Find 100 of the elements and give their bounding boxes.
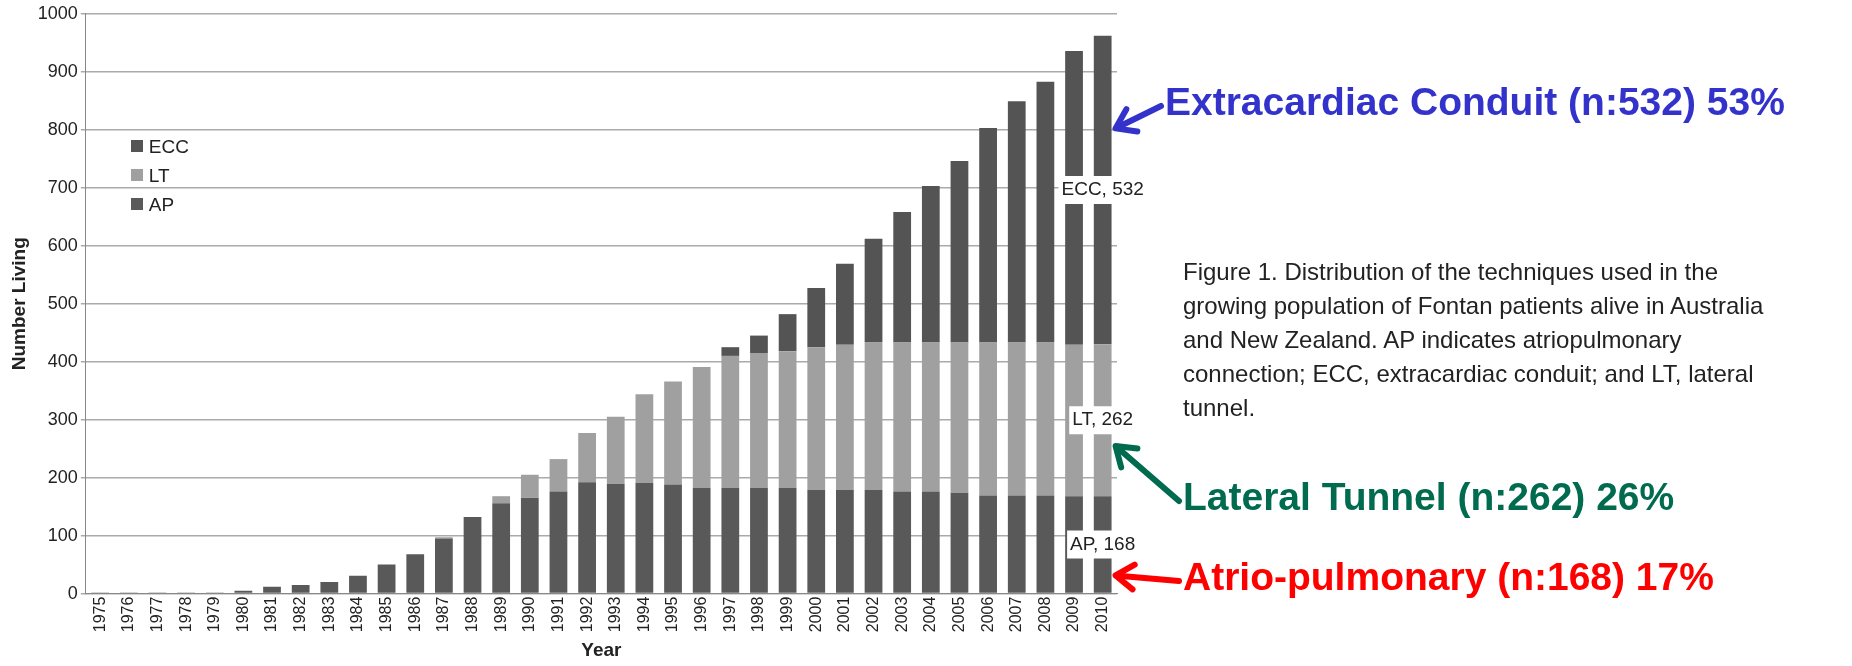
bar (1036, 495, 1055, 593)
bar (950, 161, 969, 343)
bar (1007, 101, 1026, 343)
x-tick-label: 2010 (1093, 596, 1111, 633)
x-tick-label: 1996 (692, 596, 710, 633)
y-tick-label: 500 (47, 292, 78, 313)
x-tick-label: 1977 (147, 596, 165, 633)
bar (349, 575, 367, 593)
bar (721, 488, 740, 593)
x-tick-label: 2009 (1064, 596, 1082, 633)
bar (979, 495, 997, 593)
y-axis-title: Number Living (7, 237, 29, 371)
x-tick-label: 2004 (921, 596, 939, 633)
x-tick-label: 1975 (90, 596, 108, 633)
x-tick-label: 1995 (663, 596, 681, 633)
data-label: ECC, 532 (1061, 178, 1144, 200)
y-tick-label: 600 (47, 234, 78, 255)
bar (750, 335, 768, 353)
bar (864, 489, 883, 593)
data-label: AP, 168 (1070, 532, 1136, 554)
bar (435, 538, 453, 593)
x-tick-label: 1989 (491, 596, 509, 633)
text: Extracardiac Conduit (n:532) 53% (1165, 80, 1785, 124)
x-axis-title: Year (581, 638, 623, 660)
bar (778, 314, 797, 352)
bar (807, 288, 826, 348)
bar (893, 491, 912, 593)
y-tick-label: 0 (67, 582, 78, 603)
bar (549, 491, 568, 593)
bar (492, 503, 511, 593)
x-tick-label: 2003 (892, 596, 910, 633)
bar (807, 489, 826, 593)
bar (721, 347, 740, 356)
x-tick-label: 1991 (548, 596, 566, 633)
bar (635, 482, 654, 593)
x-tick-label: 2000 (806, 596, 824, 633)
y-tick-label: 300 (47, 408, 78, 429)
x-tick-label: 1984 (348, 596, 366, 633)
x-tick-label: 2006 (978, 596, 996, 633)
legend-label: LT (148, 163, 170, 188)
x-tick-label: 1986 (405, 596, 423, 633)
bar (320, 582, 339, 593)
x-tick-label: 1980 (233, 596, 251, 633)
x-tick-label: 1987 (434, 596, 452, 633)
caption: Figure 1. Distribution of the techniques used in the growing population of Fontan patients alive in Australia and New Zealand. AP indicates atriopulmonary connection; ECC, extracardiac conduit; and LT, lateral tunnel. (1183, 257, 1765, 423)
bar (263, 586, 281, 593)
y-tick-label: 200 (47, 466, 78, 487)
x-tick-label: 2002 (863, 596, 881, 633)
y-tick-label: 100 (47, 524, 78, 545)
x-tick-label: 1990 (520, 596, 538, 633)
x-tick-label: 1999 (778, 596, 796, 633)
y-tick-label: 800 (47, 118, 78, 139)
y-tick-label: 700 (47, 176, 78, 197)
x-tick-label: 1985 (377, 596, 394, 633)
legend-label: AP (148, 192, 175, 217)
bar (836, 489, 854, 593)
x-tick-label: 1983 (319, 596, 337, 633)
bar (520, 497, 539, 593)
x-tick-label: 1997 (720, 596, 738, 633)
x-tick-label: 1994 (634, 596, 652, 633)
y-tick-label: 900 (47, 60, 78, 81)
x-tick-label: 1976 (119, 596, 137, 633)
bar (778, 488, 797, 593)
bar (578, 482, 596, 593)
bar (979, 128, 997, 343)
bar (836, 263, 854, 345)
x-tick-label: 1992 (577, 596, 595, 633)
bar (492, 496, 511, 504)
x-tick-label: 2007 (1007, 596, 1025, 633)
data-label: LT, 262 (1072, 408, 1134, 430)
bar (406, 554, 425, 593)
bar (664, 484, 682, 593)
bar (463, 517, 482, 593)
bar (893, 212, 912, 343)
x-tick-label: 1993 (606, 596, 624, 633)
x-tick-label: 2001 (835, 596, 853, 633)
x-tick-label: 1981 (262, 596, 280, 633)
bar (291, 584, 310, 593)
legend-label: ECC (148, 134, 189, 159)
x-tick-label: 1978 (176, 596, 194, 633)
y-tick-label: 1000 (37, 2, 78, 23)
bar (864, 238, 883, 343)
x-tick-label: 1982 (291, 596, 309, 633)
bar (1036, 81, 1055, 343)
x-tick-label: 1979 (205, 596, 223, 633)
x-tick-label: 2008 (1035, 596, 1053, 633)
x-tick-label: 2005 (949, 596, 967, 633)
text: Atrio-pulmonary (n:168) 17% (1183, 555, 1714, 599)
x-tick-label: 1988 (462, 596, 480, 633)
bar (921, 186, 940, 343)
y-tick-label: 400 (47, 350, 78, 371)
bar (921, 491, 940, 593)
bar (606, 484, 625, 593)
bar (692, 488, 711, 593)
x-tick-label: 1998 (749, 596, 767, 633)
bar (377, 564, 396, 593)
text: Lateral Tunnel (n:262) 26% (1183, 475, 1675, 519)
bar (1007, 495, 1026, 593)
bar (750, 488, 768, 593)
bar (950, 492, 969, 593)
